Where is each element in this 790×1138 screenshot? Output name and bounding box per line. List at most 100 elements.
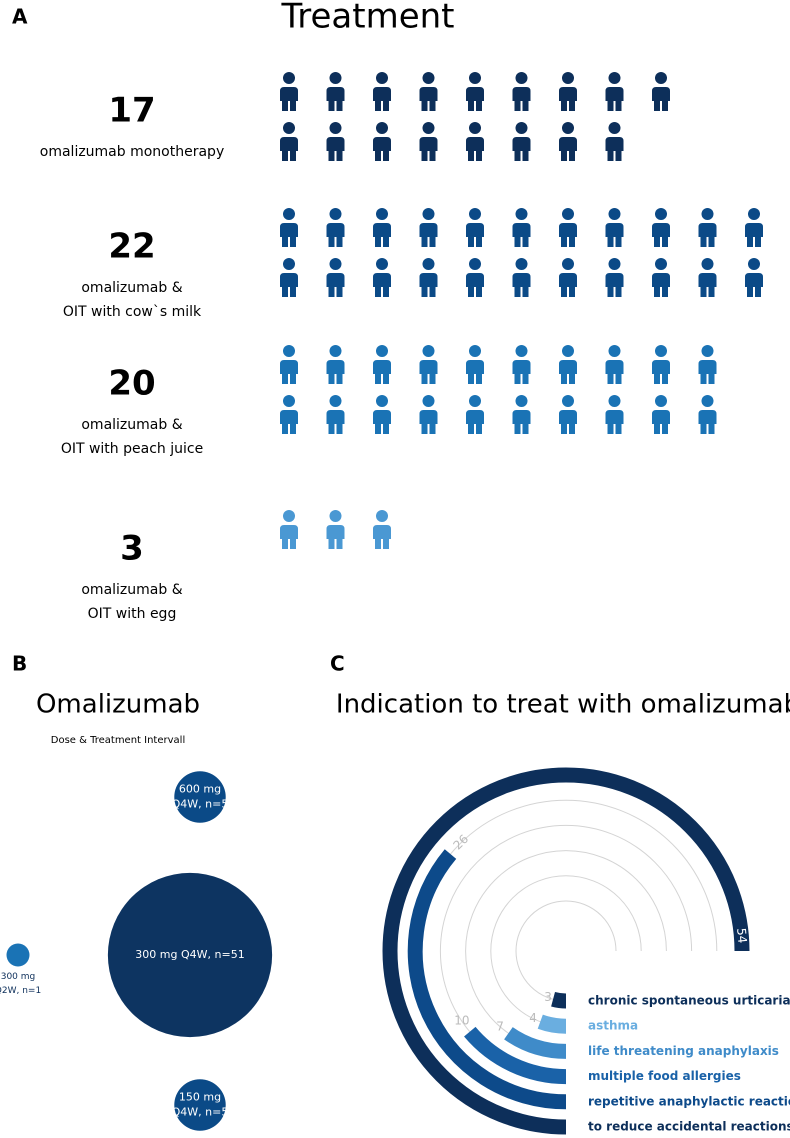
person-head [562,208,574,220]
person-head [655,345,667,357]
person-head [422,208,435,220]
person-head [515,258,528,270]
person-icon [466,223,484,247]
group-label: OIT with cow`s milk [63,304,202,320]
person-head [283,510,295,522]
person-icon [373,410,391,434]
count-label: 3 [120,529,144,569]
person-head [376,345,388,357]
person-icon [512,273,531,297]
person-icon [512,360,531,384]
radial-bar [407,849,567,1110]
person-head [469,345,481,357]
person-icon [605,223,624,247]
person-head [376,208,388,220]
pictograph-group [280,345,717,434]
person-icon [605,410,624,434]
bubble-label: 300 mg Q4W, n=51 [135,948,244,961]
person-icon [419,273,438,297]
person-head [608,258,621,270]
person-head [283,345,295,357]
value-label: 26 [451,832,472,853]
person-head [329,510,342,522]
panel-letter: B [12,652,27,676]
person-head [608,72,621,84]
person-head [283,208,295,220]
category-label: asthma [588,1019,638,1033]
pictograph-group [280,72,670,161]
person-icon [373,87,391,111]
count-label: 20 [108,364,155,404]
person-head [608,208,621,220]
category-label: life threatening anaphylaxis [588,1044,779,1058]
person-icon [280,360,298,384]
person-head [608,345,621,357]
person-icon [373,525,391,549]
person-icon [326,223,345,247]
person-head [515,345,528,357]
pictograph-group [280,208,763,297]
category-label: to reduce accidental reactions [588,1120,790,1134]
person-icon [280,273,298,297]
person-head [376,258,388,270]
person-icon [652,273,670,297]
person-head [422,258,435,270]
group-label: OIT with egg [88,606,177,622]
person-head [655,72,667,84]
person-icon [512,87,531,111]
person-icon [280,137,298,161]
person-icon [559,87,577,111]
bubble [107,872,273,1038]
radial-bar [382,767,750,1135]
person-head [283,72,295,84]
group-label: omalizumab & [81,417,182,433]
person-head [748,258,760,270]
person-head [562,122,574,134]
person-icon [373,137,391,161]
person-head [469,395,481,407]
person-icon [373,360,391,384]
person-icon [419,137,438,161]
person-head [329,345,342,357]
person-icon [698,223,717,247]
person-head [329,122,342,134]
person-head [562,258,574,270]
person-icon [280,223,298,247]
person-icon [605,137,624,161]
group-label: omalizumab & [81,280,182,296]
bubble [6,943,30,967]
person-head [469,258,481,270]
person-icon [652,360,670,384]
radial-bar [551,991,567,1009]
value-label: 7 [496,1019,504,1033]
count-label: 22 [108,227,155,267]
person-head [329,395,342,407]
person-icon [745,223,763,247]
person-icon [605,273,624,297]
person-icon [512,410,531,434]
person-icon [280,410,298,434]
person-icon [326,273,345,297]
person-head [701,395,714,407]
person-icon [605,87,624,111]
person-head [283,122,295,134]
person-head [655,208,667,220]
radial-bar [464,1026,567,1085]
person-icon [559,223,577,247]
person-head [562,395,574,407]
person-head [701,208,714,220]
person-icon [373,273,391,297]
person-icon [559,360,577,384]
bubble-label: 600 mg [179,783,221,796]
person-head [376,72,388,84]
person-icon [466,360,484,384]
person-head [655,258,667,270]
category-label: repetitive anaphylactic reactions [588,1094,790,1108]
chart-subtitle: Dose & Treatment Intervall [51,735,185,746]
person-icon [419,360,438,384]
bubble-label: Q4W, n=5 [172,1106,229,1119]
chart-title: Indication to treat with omalizumab [336,690,790,720]
person-icon [698,410,717,434]
